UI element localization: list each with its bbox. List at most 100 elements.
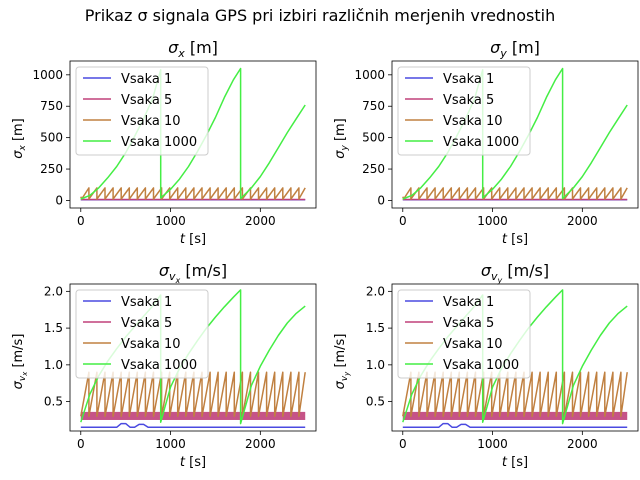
legend: Vsaka 1 Vsaka 5 Vsaka 10 Vsaka 1000 xyxy=(75,289,209,379)
y-tick-label: 250 xyxy=(362,162,385,176)
title-subscript: x xyxy=(177,47,185,60)
x-label-variable: t xyxy=(180,232,186,247)
y-label-unit: [m/s] xyxy=(333,334,348,372)
series-line-4 xyxy=(402,67,628,200)
x-tick-label: 0 xyxy=(77,214,85,228)
legend-label: Vsaka 1000 xyxy=(443,135,519,150)
series-line-4 xyxy=(80,67,306,200)
x-tick-label: 1000 xyxy=(155,437,186,451)
y-label-subscript: v xyxy=(18,375,28,381)
y-tick-label: 500 xyxy=(362,131,385,145)
y-tick-label: 250 xyxy=(40,162,63,176)
y-axis-label: σvy [m/s] xyxy=(333,334,351,390)
axes-frame xyxy=(391,283,639,432)
title-symbol: σ xyxy=(168,38,179,57)
title-subsubscript: y xyxy=(497,276,503,285)
y-label-symbol: σ xyxy=(333,150,348,159)
subplot-title: σx [m] xyxy=(168,38,218,60)
x-tick-label: 0 xyxy=(399,214,407,228)
y-tick-label: 0 xyxy=(55,193,63,207)
figure-suptitle: Prikaz σ signala GPS pri izbiri različni… xyxy=(85,6,555,25)
y-tick-label: 750 xyxy=(362,99,385,113)
series-line-1 xyxy=(402,422,628,429)
title-symbol: σ xyxy=(159,261,170,280)
title-symbol: σ xyxy=(490,38,501,57)
series-line-3 xyxy=(80,371,306,418)
subplot-title: σy [m] xyxy=(490,38,540,60)
series-band-2 xyxy=(80,411,306,420)
y-tick-label: 0.5 xyxy=(44,395,63,409)
x-axis-label: t [s] xyxy=(180,455,206,470)
y-tick-label: 1.0 xyxy=(44,358,63,372)
axes-frame xyxy=(69,60,317,209)
legend-label: Vsaka 10 xyxy=(443,114,503,129)
legend-label: Vsaka 10 xyxy=(443,337,503,352)
x-tick-label: 0 xyxy=(399,437,407,451)
plot-area xyxy=(402,67,628,201)
series-band-2 xyxy=(402,411,628,420)
x-tick-label: 2000 xyxy=(567,214,598,228)
x-tick-label: 1000 xyxy=(155,214,186,228)
y-label-subscript: v xyxy=(340,375,350,381)
y-tick-label: 1.5 xyxy=(44,321,63,335)
title-subscript: v xyxy=(169,270,176,283)
legend: Vsaka 1 Vsaka 5 Vsaka 10 Vsaka 1000 xyxy=(397,66,531,156)
legend-label: Vsaka 5 xyxy=(121,93,172,108)
legend-label: Vsaka 1 xyxy=(121,295,172,310)
title-unit: [m] xyxy=(507,38,540,57)
y-label-symbol: σ xyxy=(11,380,26,389)
x-label-variable: t xyxy=(180,455,186,470)
title-subsubscript: x xyxy=(175,276,181,285)
y-tick-label: 1000 xyxy=(354,68,385,82)
y-axis-label: σx [m] xyxy=(11,118,28,159)
x-tick-label: 1000 xyxy=(477,214,508,228)
legend-label: Vsaka 10 xyxy=(121,114,181,129)
legend-label: Vsaka 5 xyxy=(443,93,494,108)
legend-label: Vsaka 1000 xyxy=(121,358,197,373)
y-label-symbol: σ xyxy=(333,380,348,389)
x-axis-label: t [s] xyxy=(502,232,528,247)
y-axis-label: σvx [m/s] xyxy=(11,334,29,390)
x-tick-label: 0 xyxy=(77,437,85,451)
legend-box xyxy=(75,66,209,156)
legend: Vsaka 1 Vsaka 5 Vsaka 10 Vsaka 1000 xyxy=(397,289,531,379)
y-label-subsubscript: x xyxy=(21,371,29,377)
x-axis-label: t [s] xyxy=(502,455,528,470)
axes-frame xyxy=(391,60,639,209)
series-line-3 xyxy=(80,187,306,200)
y-tick-label: 2.0 xyxy=(366,284,385,298)
series-line-1 xyxy=(80,422,306,429)
y-label-unit: [m] xyxy=(333,118,348,145)
y-tick-label: 500 xyxy=(40,131,63,145)
legend-box xyxy=(75,289,209,379)
legend-label: Vsaka 1000 xyxy=(121,135,197,150)
x-tick-label: 2000 xyxy=(245,437,276,451)
legend-label: Vsaka 1 xyxy=(443,295,494,310)
legend-label: Vsaka 5 xyxy=(121,316,172,331)
x-label-unit: [s] xyxy=(185,455,206,470)
title-subscript: v xyxy=(491,270,498,283)
x-tick-label: 2000 xyxy=(245,214,276,228)
y-label-unit: [m] xyxy=(11,118,26,145)
x-label-unit: [s] xyxy=(185,232,206,247)
legend-box xyxy=(397,66,531,156)
y-label-unit: [m/s] xyxy=(11,334,26,372)
y-tick-label: 0 xyxy=(377,193,385,207)
legend: Vsaka 1 Vsaka 5 Vsaka 10 Vsaka 1000 xyxy=(75,66,209,156)
legend-label: Vsaka 1 xyxy=(121,72,172,87)
y-label-subscript: x xyxy=(18,145,28,152)
title-unit: [m/s] xyxy=(502,261,549,280)
subplot-title: σvy [m/s] xyxy=(481,261,549,285)
y-tick-label: 1000 xyxy=(32,68,63,82)
x-label-unit: [s] xyxy=(507,232,528,247)
y-tick-label: 2.0 xyxy=(44,284,63,298)
x-tick-label: 2000 xyxy=(567,437,598,451)
subplot-title: σvx [m/s] xyxy=(159,261,227,285)
x-axis-label: t [s] xyxy=(180,232,206,247)
legend-label: Vsaka 1000 xyxy=(443,358,519,373)
title-subscript: y xyxy=(499,47,507,60)
